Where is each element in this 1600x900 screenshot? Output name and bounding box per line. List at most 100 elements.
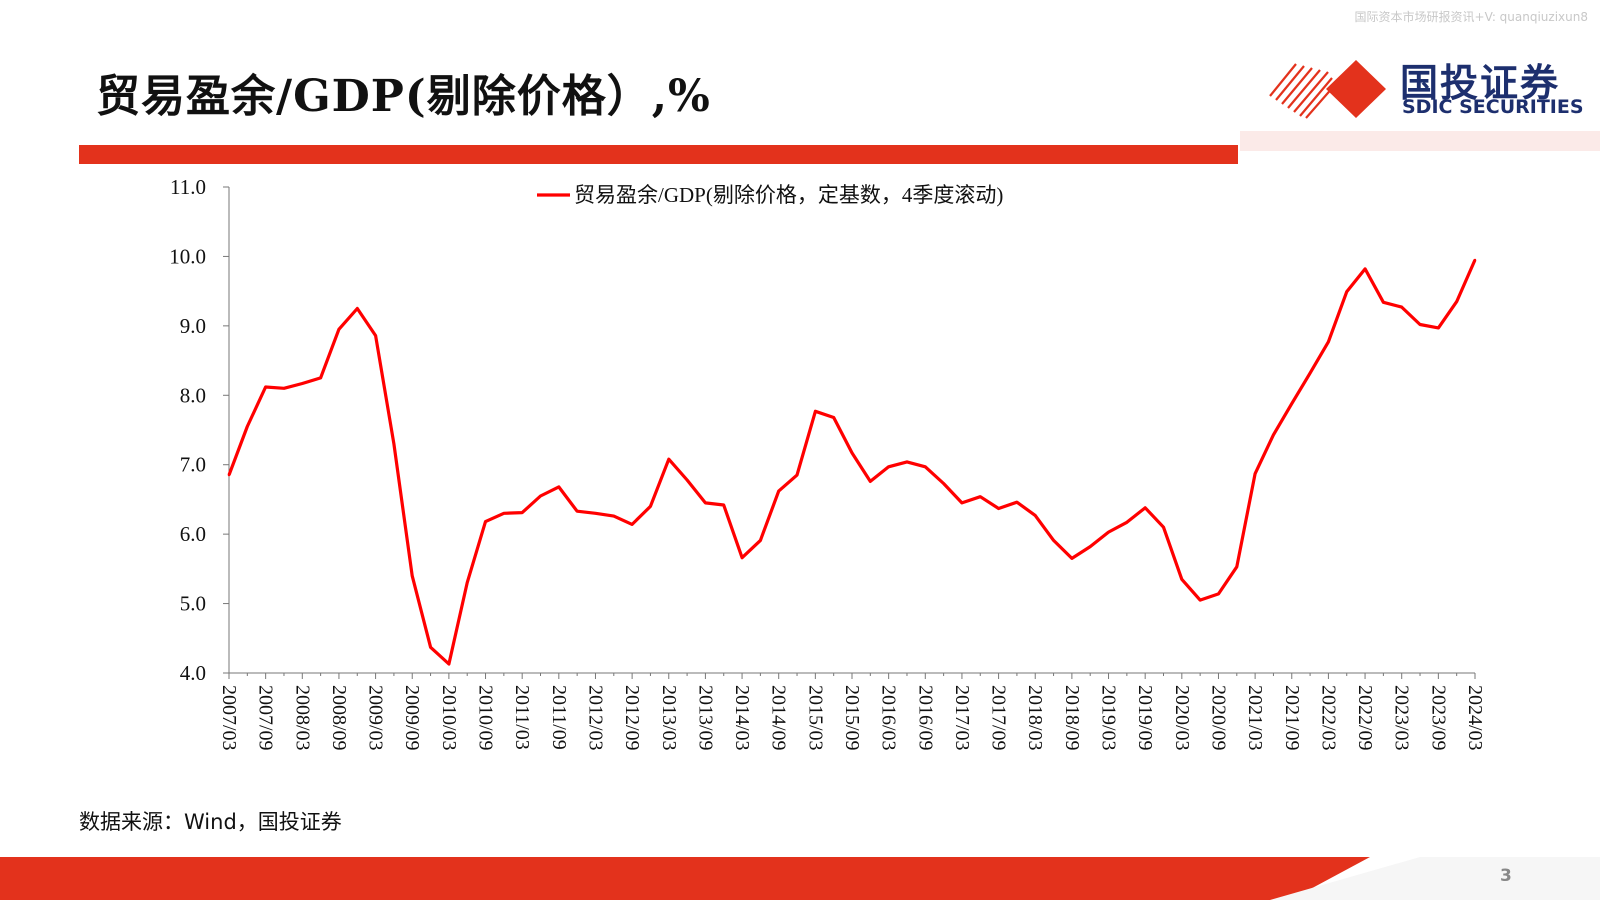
x-tick-label: 2020/03 <box>1171 685 1193 751</box>
data-point <box>1070 557 1074 560</box>
data-point <box>1363 267 1367 271</box>
data-point <box>869 480 872 483</box>
x-tick-label: 2014/03 <box>731 685 753 751</box>
header-accent-bar <box>79 145 1238 164</box>
x-tick-label: 2019/09 <box>1134 685 1156 751</box>
data-point <box>1198 598 1202 602</box>
x-tick-label: 2009/09 <box>401 685 423 751</box>
data-point <box>979 495 982 498</box>
y-tick-label: 7.0 <box>180 453 206 477</box>
y-tick-label: 8.0 <box>180 383 206 407</box>
data-point <box>704 501 707 505</box>
chart-area: 4.0 5.0 6.0 7.0 8.0 9.0 10.0 11.0 2007/03 2007/0… <box>169 175 1486 751</box>
data-point <box>685 478 689 482</box>
x-axis: 2007/03 2007/09 2008/03 2008/09 2009/03 2009/… <box>218 672 1486 751</box>
y-tick-label: 4.0 <box>180 661 206 685</box>
data-point <box>924 465 927 468</box>
data-point <box>1400 305 1403 309</box>
data-point <box>997 507 1000 510</box>
y-tick-label: 10.0 <box>169 244 206 268</box>
x-tick-label: 2020/09 <box>1207 685 1229 751</box>
data-point <box>630 523 634 526</box>
x-tick-label: 2019/03 <box>1098 685 1120 751</box>
data-point <box>814 410 817 413</box>
data-point <box>557 485 561 489</box>
data-point <box>246 425 249 428</box>
data-point <box>337 328 341 331</box>
data-point <box>612 514 615 518</box>
x-tick-label: 2018/09 <box>1061 685 1083 751</box>
x-tick-label: 2010/03 <box>438 685 460 751</box>
data-point <box>1437 326 1440 330</box>
sdic-logo: 国投证券 SDIC SECURITIES <box>1262 56 1584 122</box>
data-point <box>887 465 890 468</box>
data-point <box>795 473 799 477</box>
x-tick-label: 2021/03 <box>1244 685 1266 751</box>
x-tick-label: 2011/03 <box>511 685 533 750</box>
data-point <box>1217 592 1220 596</box>
data-point <box>1180 578 1184 581</box>
x-tick-label: 2021/09 <box>1281 685 1303 751</box>
data-point <box>227 473 231 477</box>
data-point <box>1382 301 1385 304</box>
x-tick-label: 2015/03 <box>804 685 826 751</box>
data-point <box>1345 290 1348 294</box>
x-tick-label: 2010/09 <box>475 685 497 751</box>
data-point <box>832 416 835 419</box>
x-tick-label: 2024/03 <box>1464 685 1486 751</box>
data-point <box>411 574 414 577</box>
data-point <box>1107 530 1110 534</box>
x-tick-label: 2022/09 <box>1354 685 1376 751</box>
x-tick-label: 2022/03 <box>1317 685 1339 751</box>
source-note: 数据来源：Wind，国投证券 <box>79 810 342 834</box>
x-tick-label: 2007/03 <box>218 685 240 751</box>
data-point <box>594 512 597 515</box>
data-point <box>1253 472 1257 475</box>
x-tick-label: 2017/09 <box>988 685 1010 751</box>
x-tick-label: 2023/09 <box>1427 685 1449 751</box>
data-point <box>1125 521 1129 524</box>
data-point <box>575 510 579 513</box>
data-point <box>1290 402 1293 405</box>
x-tick-label: 2013/09 <box>694 685 716 751</box>
data-point <box>1455 300 1458 303</box>
x-tick-label: 2016/03 <box>878 685 900 751</box>
data-point <box>282 387 286 390</box>
logo-mark-icon <box>1269 60 1386 119</box>
data-point <box>539 494 542 498</box>
x-tick-label: 2014/09 <box>768 685 790 751</box>
data-point <box>520 511 524 514</box>
logo-name-en: SDIC SECURITIES <box>1402 96 1584 118</box>
data-point <box>319 376 322 380</box>
data-point <box>942 482 945 485</box>
x-tick-label: 2007/09 <box>255 685 277 751</box>
x-tick-label: 2009/03 <box>365 685 387 751</box>
y-axis: 4.0 5.0 6.0 7.0 8.0 9.0 10.0 11.0 <box>169 175 230 685</box>
y-tick-label: 5.0 <box>180 592 206 616</box>
data-point <box>740 556 744 559</box>
line-chart: 4.05.06.07.08.09.010.011.0 2007/03 2007/0… <box>169 175 1486 751</box>
data-point <box>392 442 396 446</box>
data-point <box>1089 545 1092 548</box>
data-point <box>722 503 725 507</box>
data-point <box>1162 526 1165 529</box>
x-tick-label: 2012/03 <box>584 685 606 751</box>
data-point <box>1308 371 1312 375</box>
page-title: 贸易盈余/GDP(剔除价格）,% <box>96 71 711 122</box>
data-point <box>1143 506 1147 509</box>
data-point <box>649 505 652 508</box>
data-point <box>301 382 304 385</box>
data-point <box>759 539 762 542</box>
data-point <box>1418 323 1422 326</box>
data-point <box>850 451 854 455</box>
x-tick-label: 2016/09 <box>914 685 936 751</box>
data-point <box>447 662 451 666</box>
data-point <box>374 334 377 337</box>
x-tick-label: 2013/03 <box>658 685 680 751</box>
data-point <box>356 307 359 310</box>
data-point <box>1327 340 1330 344</box>
page-number: 3 <box>1500 866 1512 886</box>
data-point <box>667 457 670 461</box>
data-point <box>1473 258 1477 262</box>
x-tick-label: 2008/09 <box>328 685 350 751</box>
